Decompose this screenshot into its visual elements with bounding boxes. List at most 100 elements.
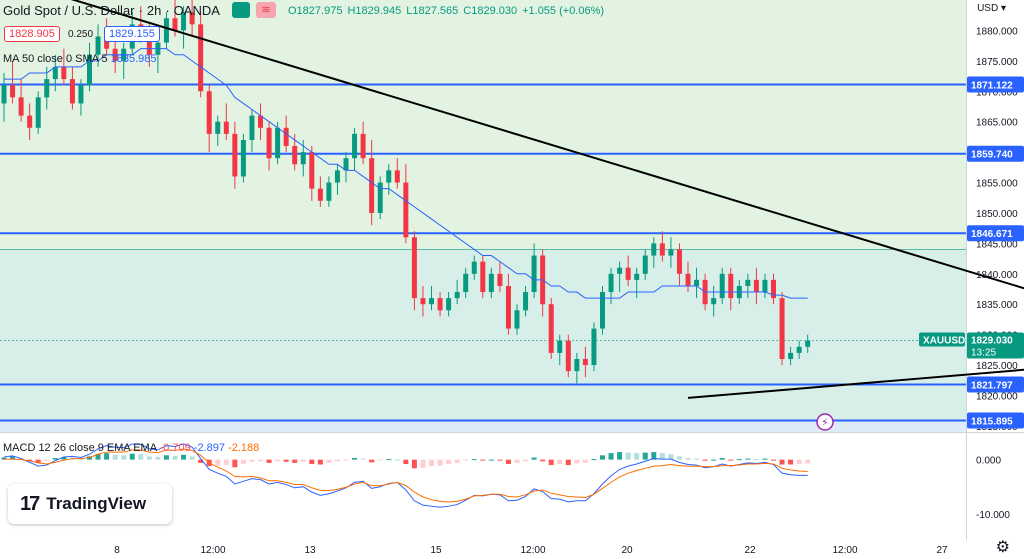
symbol-name[interactable]: Gold Spot / U.S. Dollar [3, 3, 135, 18]
level-price-tag [967, 225, 1024, 242]
macd-histogram-bar [540, 459, 546, 462]
candle-body [429, 298, 434, 305]
candle-body [745, 279, 751, 286]
macd-histogram-bar [454, 459, 460, 463]
candle-body [292, 146, 298, 165]
candle-body [10, 85, 16, 98]
macd-histogram-bar [676, 456, 682, 460]
currency-label[interactable]: USD ▾ [977, 3, 1006, 14]
macd-hist-value: -0.709 [159, 442, 191, 454]
candle-body [266, 127, 272, 159]
macd-histogram-bar [232, 459, 238, 468]
macd-histogram-bar [771, 459, 776, 461]
macd-histogram-bar [480, 459, 486, 461]
buy-button[interactable]: 1829.155 [104, 26, 160, 42]
flag-icon[interactable]: ≋ [256, 2, 276, 18]
last-price-tag [967, 332, 1024, 359]
macd-histogram-bar [591, 459, 597, 461]
macd-histogram-bar [429, 459, 434, 467]
macd-histogram-bar [198, 459, 204, 463]
high-value: H1829.945 [347, 5, 402, 17]
price-axis[interactable]: 1880.0001875.0001870.0001865.0001860.000… [976, 26, 1018, 520]
macd-histogram-bar [711, 459, 717, 461]
candle-body [69, 79, 75, 104]
macd-histogram-bar [617, 452, 623, 460]
candle-body [753, 279, 759, 293]
lower-zone [0, 420, 966, 432]
ohlc-readout: O1827.975 H1829.945 L1827.565 C1829.030 +1.0… [288, 5, 609, 17]
macd-histogram-bar [87, 456, 92, 460]
candle-body [283, 127, 289, 147]
macd-histogram-bar [181, 454, 187, 460]
trendlines[interactable] [4, 0, 1024, 399]
macd-histogram-bar [728, 459, 734, 461]
macd-histogram-bar [129, 453, 135, 460]
tradingview-logo[interactable]: 17 TradingView [8, 484, 172, 524]
macd-histogram-bar [309, 459, 315, 464]
macd-histogram-bar [326, 459, 332, 463]
macd-histogram-bar [557, 459, 563, 464]
macd-histogram-bar [745, 458, 751, 460]
close-value: C1829.030 [463, 5, 518, 17]
market-status-icon[interactable] [232, 2, 250, 18]
candle-body [557, 340, 563, 353]
candle-body [104, 36, 110, 49]
candle-body [146, 36, 152, 55]
macd-histogram-bar [565, 459, 571, 466]
macd-name: MACD 12 26 close 9 EMA EMA [3, 442, 157, 454]
macd-histogram-bar [420, 459, 426, 468]
price-tick-label: 1845.000 [976, 239, 1018, 250]
candle-body [608, 273, 614, 293]
candle-body [471, 261, 477, 274]
macd-histogram-bar [463, 459, 469, 461]
candle-body [206, 91, 212, 134]
sell-button[interactable]: 1828.905 [4, 26, 60, 42]
macd-histogram-bar [283, 459, 289, 462]
candle-body [668, 249, 674, 256]
time-tick-label: 12:00 [832, 545, 857, 556]
candle-body [369, 158, 375, 213]
macd-tick-label: 0.000 [976, 456, 1001, 467]
candle-body [275, 127, 281, 159]
candle-body [463, 273, 469, 293]
candle-body [591, 328, 597, 366]
candle-body [711, 298, 717, 305]
macd-histogram-bar [155, 456, 161, 460]
macd-histogram-bar [360, 458, 366, 460]
macd-histogram-bar [163, 455, 169, 460]
candle-body [394, 170, 400, 183]
candle-body [411, 237, 417, 299]
time-axis[interactable]: 8 12:00 13 15 12:00 20 22 12:00 27 [114, 545, 948, 556]
candle-body [1, 85, 7, 104]
macd-histogram-bar [35, 459, 41, 463]
interval[interactable]: 2h [146, 3, 162, 18]
horizontal-levels[interactable] [0, 83, 966, 422]
level-price-tag-label: 1846.671 [971, 229, 1013, 240]
price-tick-label: 1865.000 [976, 118, 1018, 129]
level-price-tag [967, 376, 1024, 393]
price-tick-label: 1870.000 [976, 87, 1018, 98]
symbol-tag [919, 332, 965, 347]
macd-histogram-bar [172, 455, 178, 460]
macd-histogram-bar [352, 458, 358, 460]
candle-body [694, 279, 700, 286]
symbol-header[interactable]: Gold Spot / U.S. Dollar · 2h · OANDA [3, 3, 220, 18]
macd-histogram-bar [625, 452, 631, 460]
price-tick-label: 1880.000 [976, 26, 1018, 37]
macd-histogram-bar [189, 456, 195, 460]
macd-histogram-bar [582, 459, 588, 463]
macd-legend[interactable]: MACD 12 26 close 9 EMA EMA -0.709 -2.897… [3, 442, 259, 454]
ma-legend[interactable]: MA 50 close 0 SMA 5 1835.985 [3, 53, 157, 65]
candle-body [796, 346, 802, 353]
tradingview-wordmark: TradingView [46, 494, 147, 513]
ma-line [4, 48, 808, 299]
gear-icon[interactable]: ⚙ [995, 539, 1010, 556]
price-tick-label: 1820.000 [976, 391, 1018, 402]
candle-body [95, 36, 101, 55]
macd-histogram-bar [779, 459, 785, 465]
candle-body [600, 292, 605, 329]
candle-body [454, 292, 460, 299]
ma-50-line [4, 48, 808, 299]
candle-body [52, 66, 58, 80]
